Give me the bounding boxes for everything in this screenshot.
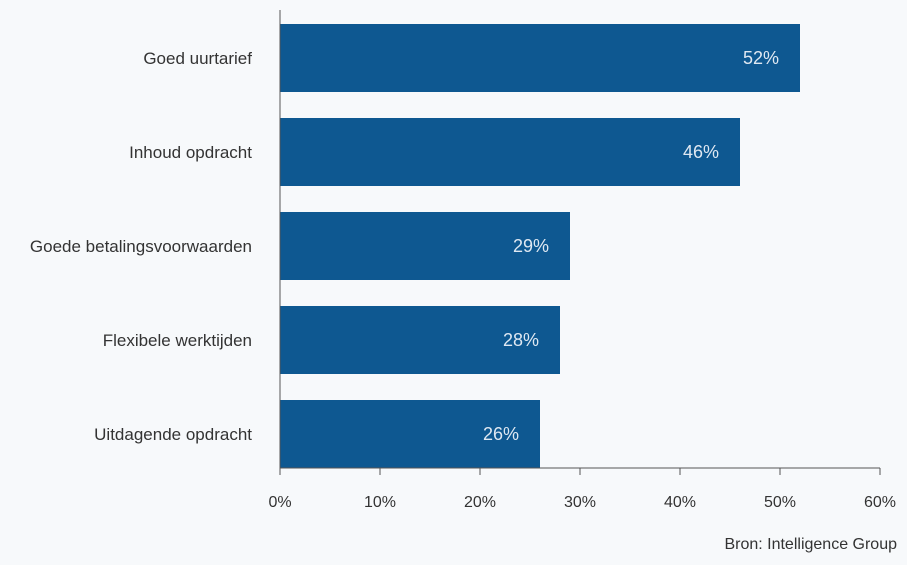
bar <box>280 24 800 92</box>
category-label: Flexibele werktijden <box>103 331 252 350</box>
bar-value-label: 46% <box>683 142 719 162</box>
category-label: Uitdagende opdracht <box>94 425 252 444</box>
x-tick-label: 0% <box>268 494 291 511</box>
bar <box>280 212 570 280</box>
x-tick-label: 50% <box>764 494 796 511</box>
x-tick-label: 30% <box>564 494 596 511</box>
bars-group: 52% 46% 29% 28% 26% <box>280 24 800 468</box>
category-label: Inhoud opdracht <box>129 143 252 162</box>
source-note: Bron: Intelligence Group <box>724 536 897 553</box>
x-tick-label: 10% <box>364 494 396 511</box>
bar-value-label: 26% <box>483 424 519 444</box>
bar-value-label: 28% <box>503 330 539 350</box>
category-label: Goede betalingsvoorwaarden <box>30 237 252 256</box>
axes-group: Goed uurtarief Inhoud opdracht Goede betal… <box>30 10 896 511</box>
x-tick-label: 20% <box>464 494 496 511</box>
x-tick-label: 40% <box>664 494 696 511</box>
bar <box>280 118 740 186</box>
bar <box>280 400 540 468</box>
bar-value-label: 29% <box>513 236 549 256</box>
bar-value-label: 52% <box>743 48 779 68</box>
bar <box>280 306 560 374</box>
category-label: Goed uurtarief <box>143 49 252 68</box>
x-tick-label: 60% <box>864 494 896 511</box>
